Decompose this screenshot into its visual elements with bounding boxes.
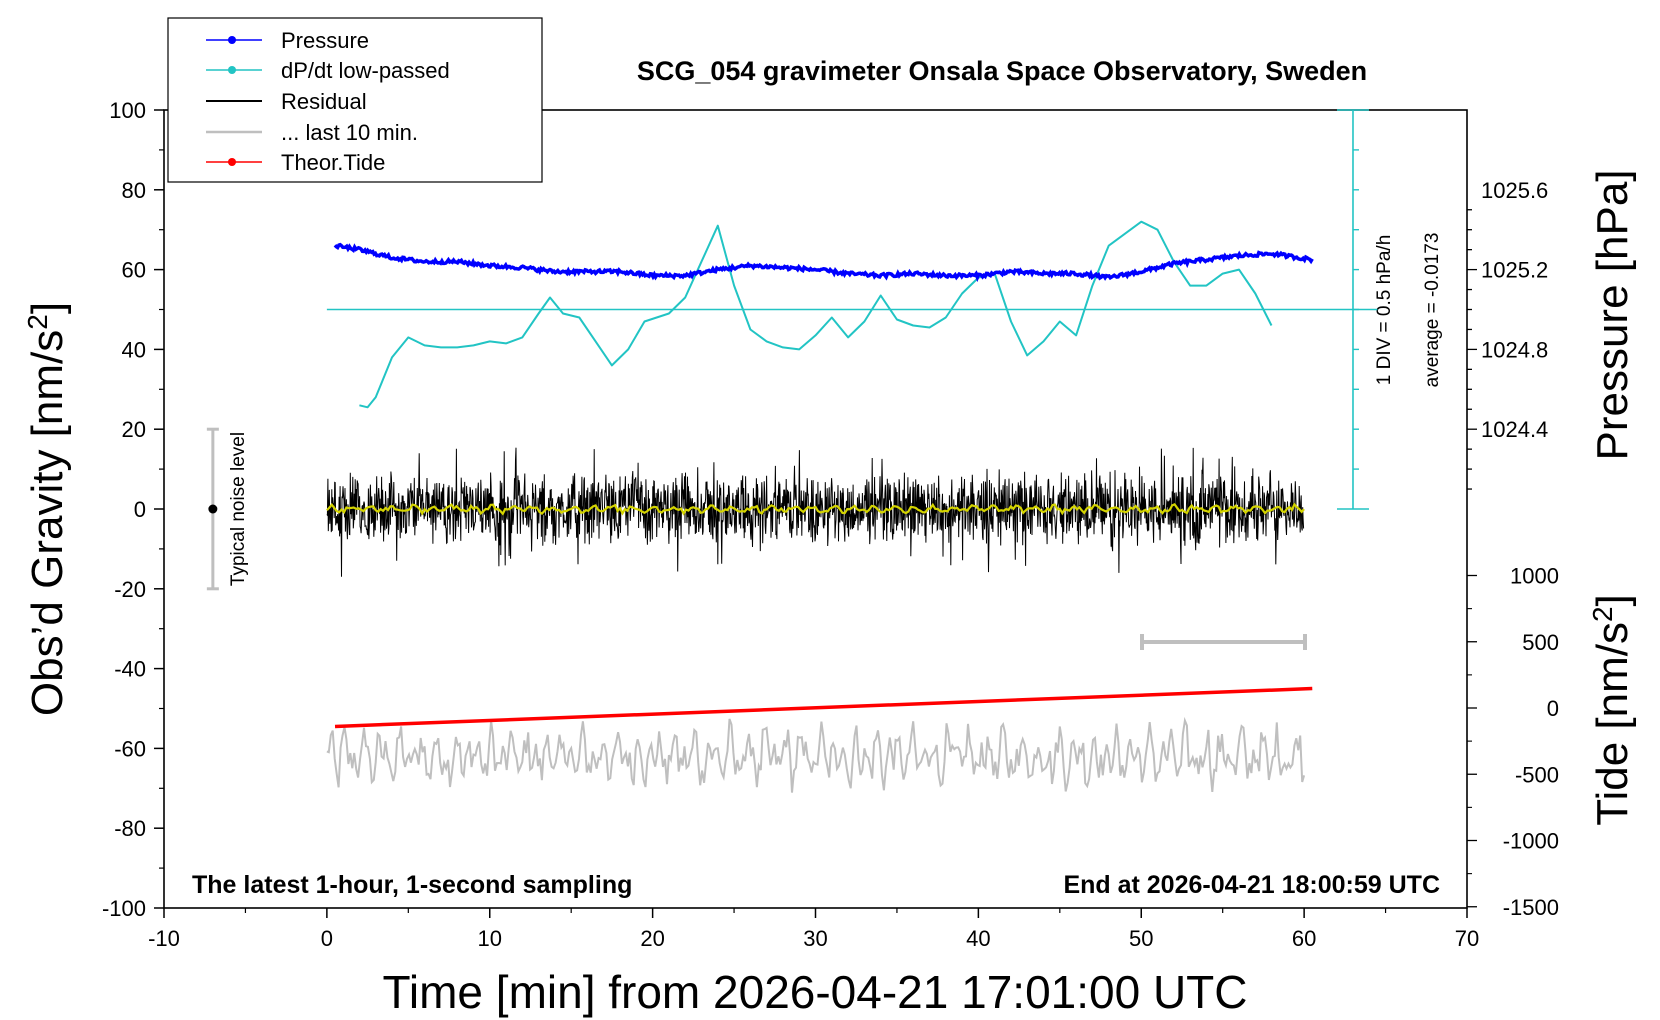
y-axis-left: -100 -80 -60 -40 -20 0 20 40 60 80 100: [102, 98, 164, 921]
tide-tick-label: -1500: [1503, 895, 1559, 920]
tide-tick-label: 500: [1522, 630, 1559, 655]
last10-line: [326, 716, 1306, 793]
pressure-tick-label: 1025.6: [1481, 178, 1548, 203]
noise-level-bar: [206, 427, 219, 591]
y-tick-label: 20: [122, 417, 146, 442]
last10-window-marker: [1140, 634, 1307, 650]
annotation-bottom-left: The latest 1-hour, 1-second sampling: [192, 871, 632, 899]
x-tick-label: 0: [321, 926, 333, 951]
legend-label-dpdt: dP/dt low-passed: [281, 58, 450, 83]
annotation-bottom-right: End at 2026-04-21 18:00:59 UTC: [1063, 871, 1440, 899]
y-axis-left-label: Obs’d Gravity [nm/s2]: [22, 302, 73, 716]
legend-item-tide: Theor.Tide: [206, 150, 385, 175]
x-axis-label: Time [min] from 2026-04-21 17:01:00 UTC: [383, 966, 1248, 1018]
dpdt-average-label: average = -0.0173: [1422, 233, 1443, 388]
series-dpdt: [326, 220, 1378, 409]
series-pressure: [333, 242, 1314, 283]
noise-level-label: Typical noise level: [228, 432, 249, 586]
y-axis-tide-label-main: Tide [nm/s: [1588, 622, 1637, 826]
x-tick-label: 40: [966, 926, 990, 951]
y-tick-label: 0: [134, 497, 146, 522]
tide-tick-label: -500: [1515, 762, 1559, 787]
series-last10: [326, 716, 1306, 793]
y-tick-label: -80: [114, 816, 146, 841]
pressure-tick-label: 1024.8: [1481, 337, 1548, 362]
y-tick-label: 40: [122, 337, 146, 362]
y-axis-pressure-label: Pressure [hPa]: [1588, 169, 1637, 460]
tide-tick-label: -1000: [1503, 829, 1559, 854]
pressure-tick-label: 1025.2: [1481, 258, 1548, 283]
series-residual: [326, 447, 1305, 577]
x-tick-label: 20: [640, 926, 664, 951]
legend-label-last10: ... last 10 min.: [281, 120, 418, 145]
x-tick-label: 60: [1292, 926, 1316, 951]
dpdt-scale-label: 1 DIV = 0.5 hPa/h: [1374, 235, 1395, 386]
y-axis-tide-label: Tide [nm/s2]: [1587, 594, 1638, 826]
y-axis-left-label-main: Obs’d Gravity [nm/s: [23, 330, 72, 716]
legend-item-dpdt: dP/dt low-passed: [206, 58, 450, 83]
noise-bar-dot: [208, 504, 218, 514]
series-tide: [334, 686, 1313, 729]
tide-line: [334, 686, 1313, 729]
legend-item-residual: Residual: [206, 89, 367, 114]
legend-label-tide: Theor.Tide: [281, 150, 385, 175]
legend-label-pressure: Pressure: [281, 28, 369, 53]
y-axis-tide-label-sup: 2: [1587, 606, 1618, 622]
y-tick-label: 60: [122, 258, 146, 283]
y-tick-label: 80: [122, 178, 146, 203]
x-tick-label: 70: [1455, 926, 1479, 951]
y-axis-tide: 1000 500 0 -500 -1000 -1500: [1467, 564, 1559, 920]
y-tick-label: -40: [114, 657, 146, 682]
residual-smoothed-line: [326, 502, 1305, 516]
y-axis-pressure: 1024.4 1024.8 1025.2 1025.6: [1467, 178, 1548, 490]
pressure-tick-label: 1024.4: [1481, 417, 1548, 442]
legend: Pressure dP/dt low-passed Residual ... l…: [167, 17, 543, 183]
y-tick-label: -60: [114, 736, 146, 761]
x-tick-label: 30: [803, 926, 827, 951]
y-axis-tide-label-tail: ]: [1588, 594, 1637, 606]
dpdt-line: [359, 220, 1273, 409]
residual-line: [326, 447, 1305, 577]
chart-title: SCG_054 gravimeter Onsala Space Observat…: [637, 56, 1367, 86]
y-tick-label: 100: [109, 98, 146, 123]
y-tick-label: -100: [102, 896, 146, 921]
y-tick-label: -20: [114, 577, 146, 602]
x-tick-label: 50: [1129, 926, 1153, 951]
x-axis: -10 0 10 20 30 40 50 60 70: [148, 908, 1479, 951]
tide-tick-label: 0: [1547, 696, 1559, 721]
tide-tick-label: 1000: [1510, 564, 1559, 589]
legend-item-last10: ... last 10 min.: [206, 120, 418, 145]
x-tick-label: -10: [148, 926, 180, 951]
x-tick-label: 10: [478, 926, 502, 951]
legend-label-residual: Residual: [281, 89, 367, 114]
y-axis-left-label-tail: ]: [23, 302, 72, 314]
legend-item-pressure: Pressure: [206, 28, 369, 53]
y-axis-left-label-sup: 2: [22, 314, 53, 330]
pressure-line: [333, 242, 1314, 283]
